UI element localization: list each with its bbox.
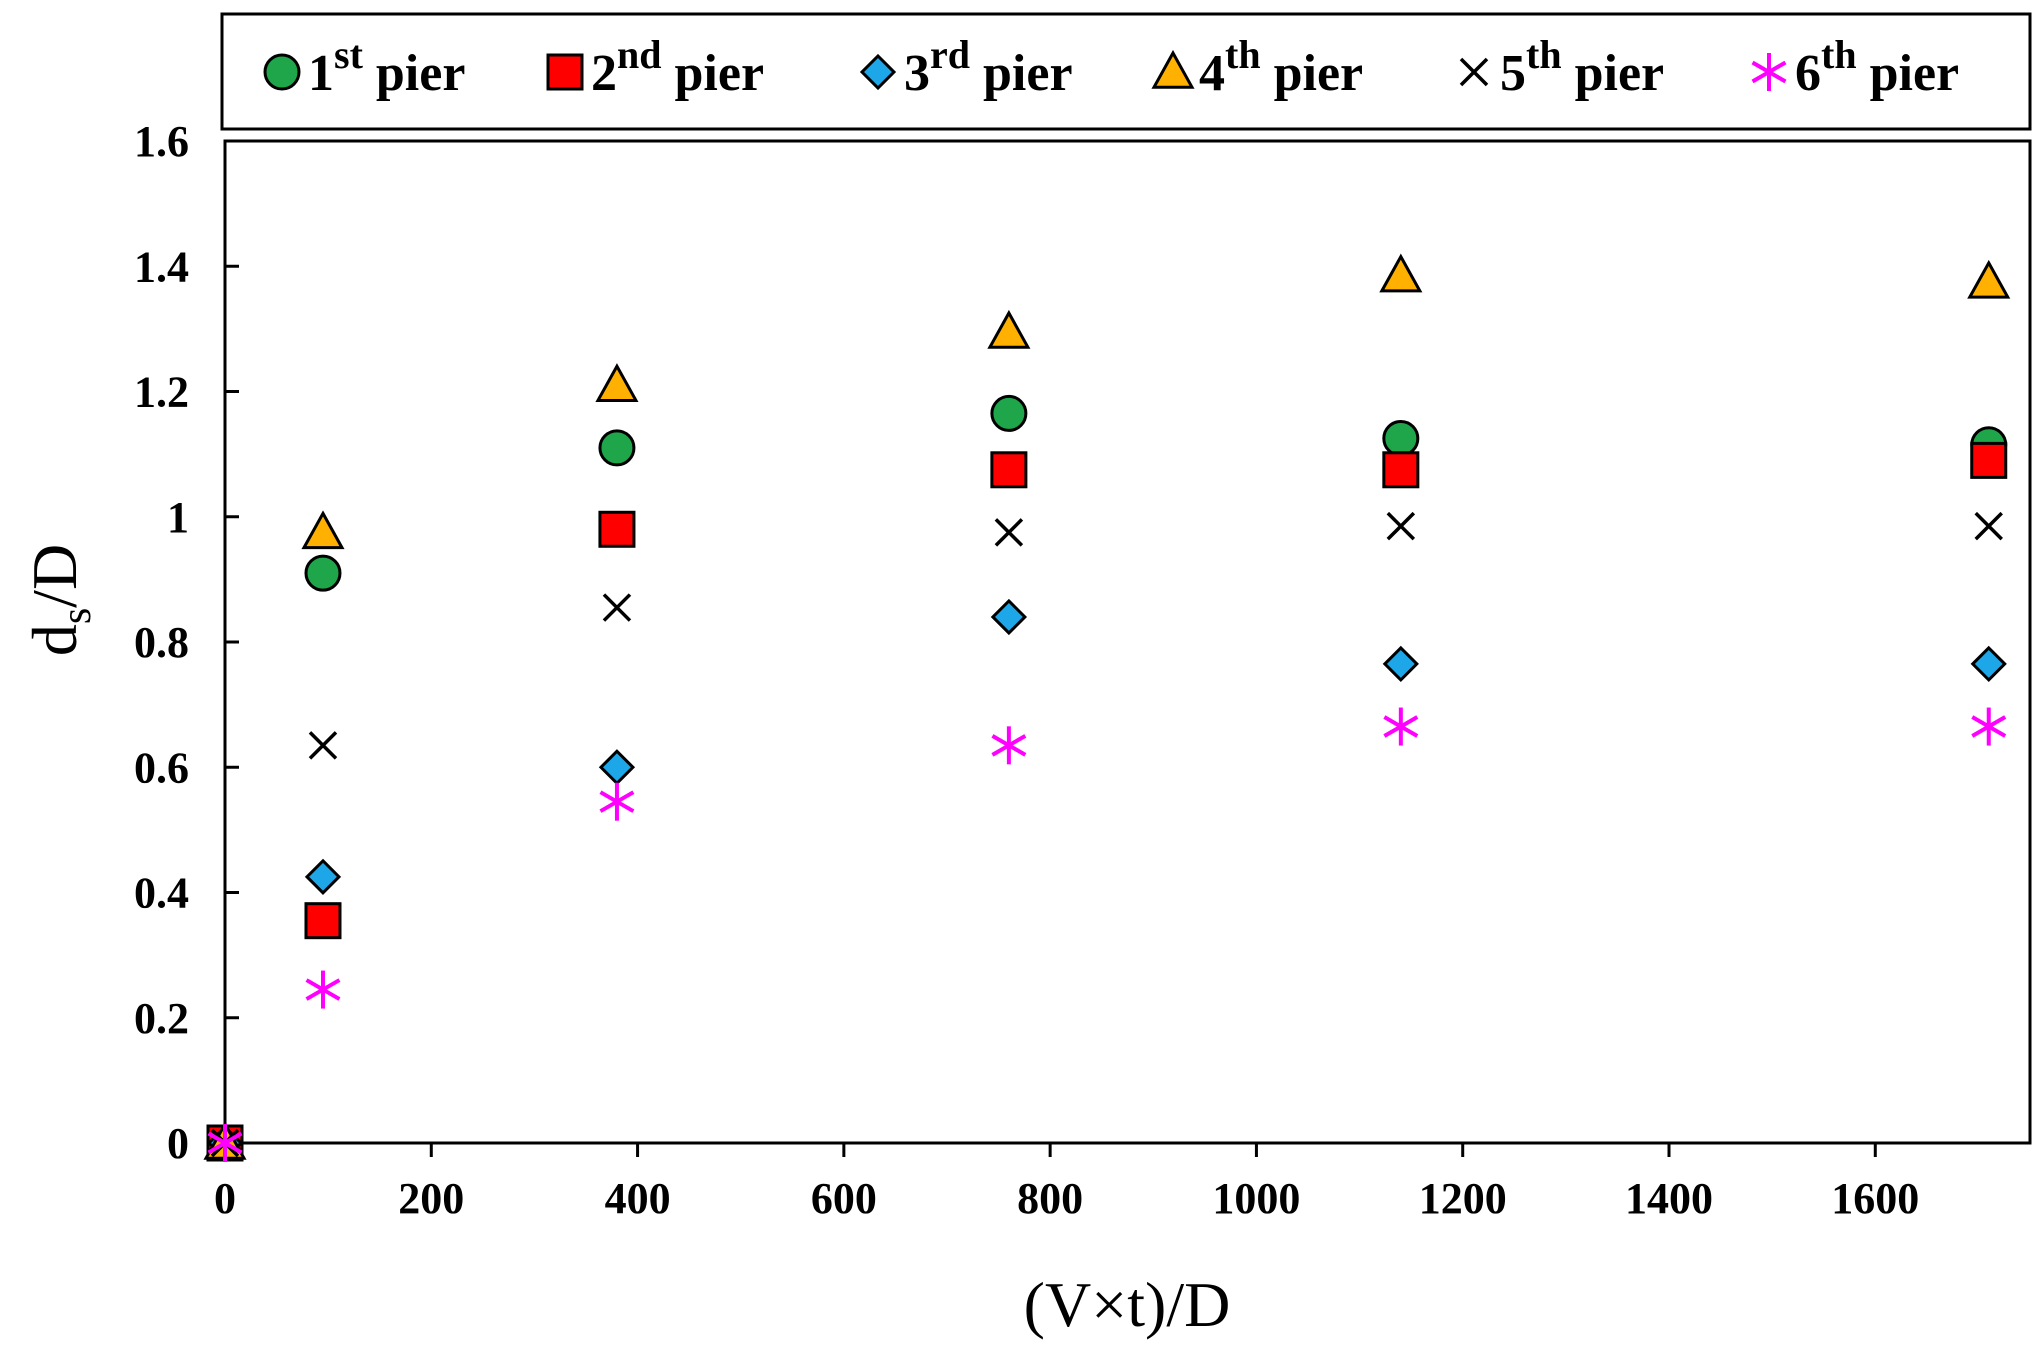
data-point — [1970, 441, 2008, 479]
x-tick-label: 0 — [214, 1174, 236, 1223]
y-axis-label: ds/D — [19, 544, 100, 656]
y-tick-label: 0.4 — [134, 869, 189, 918]
legend-label: 2nd pier — [591, 32, 764, 102]
data-point — [602, 593, 632, 622]
axis-ticks: 0 200 400 600 800 1000 1200 1400 1600 0 0.2 0.4 0.6 0… — [134, 117, 1919, 1223]
data-marks — [203, 253, 2011, 1162]
y-axis-label-main: d — [19, 624, 90, 656]
x-tick-label: 1400 — [1625, 1174, 1713, 1223]
y-tick-label: 1.4 — [134, 242, 189, 291]
data-point — [207, 1124, 243, 1162]
data-point — [1970, 645, 2007, 683]
data-point — [1382, 451, 1420, 489]
data-point — [305, 970, 341, 1009]
legend-marker — [859, 53, 897, 91]
data-point — [1967, 259, 2011, 299]
data-point — [304, 858, 342, 895]
x-tick-label: 200 — [398, 1174, 464, 1223]
legend-box — [220, 12, 2032, 131]
y-tick-label: 0.2 — [134, 994, 189, 1043]
y-tick-label: 1.2 — [134, 368, 189, 417]
data-point — [308, 731, 338, 760]
data-point — [595, 363, 639, 402]
y-tick-label: 0 — [167, 1119, 189, 1168]
data-point — [598, 429, 636, 467]
data-point — [1386, 511, 1416, 541]
y-tick-label: 0.8 — [134, 618, 189, 667]
data-point — [304, 902, 342, 940]
data-point — [304, 554, 342, 592]
x-tick-label: 400 — [605, 1174, 671, 1223]
legend-label: 5th pier — [1500, 32, 1664, 102]
legend-label: 4th pier — [1199, 32, 1363, 102]
data-point — [1974, 511, 2003, 541]
x-tick-label: 1000 — [1212, 1174, 1300, 1223]
data-point — [1383, 707, 1419, 746]
series-5 — [210, 511, 2003, 1158]
y-tick-label: 1 — [167, 493, 189, 542]
data-point — [994, 518, 1024, 547]
legend-marker — [263, 53, 301, 91]
legend-label: 3rd pier — [904, 32, 1073, 102]
data-point — [1379, 253, 1423, 293]
x-tick-label: 600 — [811, 1174, 877, 1223]
x-axis-label: (V×t)/D — [1024, 1269, 1231, 1340]
y-tick-label: 1.6 — [134, 117, 189, 166]
data-point — [991, 726, 1027, 765]
plot-area — [223, 139, 2032, 1145]
data-point — [599, 782, 635, 821]
y-tick-label: 0.6 — [134, 743, 189, 792]
y-axis-label-sub: s — [54, 608, 100, 624]
legend-marker — [1751, 53, 1787, 91]
data-point — [990, 451, 1028, 489]
legend: 1st pier 2nd pier 3rd pier 4th pier 5th pier… — [263, 32, 1959, 102]
legend-marker — [1459, 57, 1489, 87]
data-point — [598, 510, 636, 548]
series-6 — [207, 707, 2007, 1162]
data-point — [990, 598, 1028, 636]
data-point — [1382, 645, 1419, 683]
y-axis-label-tail: /D — [19, 544, 90, 608]
legend-label: 1st pier — [308, 32, 465, 102]
x-tick-label: 800 — [1017, 1174, 1083, 1223]
x-tick-label: 1200 — [1419, 1174, 1507, 1223]
data-point — [987, 309, 1031, 349]
data-point — [1382, 419, 1420, 457]
x-tick-label: 1600 — [1831, 1174, 1919, 1223]
legend-label: 6th pier — [1795, 32, 1959, 102]
data-point — [301, 510, 345, 550]
series-2 — [206, 441, 2008, 1162]
legend-marker — [546, 53, 584, 91]
data-point — [1971, 707, 2007, 746]
legend-marker — [1151, 49, 1195, 89]
data-point — [990, 394, 1028, 432]
